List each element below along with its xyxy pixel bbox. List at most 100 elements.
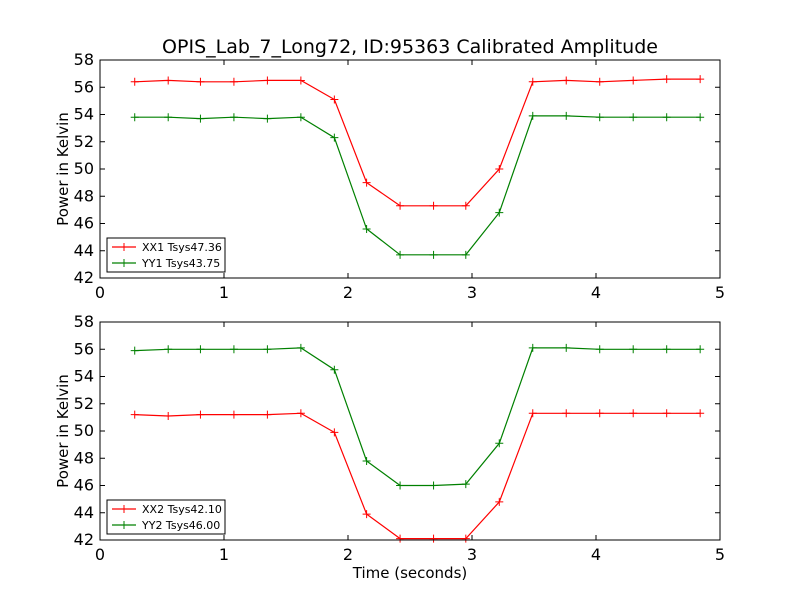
y-tick-label: 58	[74, 312, 94, 331]
x-tick-label: 2	[343, 283, 353, 302]
data-point	[362, 510, 371, 519]
data-point	[196, 77, 205, 86]
data-point	[461, 534, 470, 543]
data-point	[164, 76, 173, 85]
chart-title: OPIS_Lab_7_Long72, ID:95363 Calibrated A…	[162, 36, 658, 58]
data-point	[562, 343, 571, 352]
legend-box	[106, 499, 226, 535]
data-point	[495, 165, 504, 173]
data-point	[164, 412, 173, 421]
data-point	[362, 224, 371, 233]
data-point	[562, 111, 571, 120]
data-point	[130, 113, 139, 122]
data-point	[130, 77, 139, 86]
legend-label: XX1 Tsys47.36	[142, 241, 222, 254]
legend-label: YY1 Tsys43.75	[141, 257, 220, 270]
legend-swatch-marker	[120, 521, 128, 529]
legend-label: XX2 Tsys42.10	[142, 503, 222, 516]
y-tick-label: 44	[74, 241, 94, 260]
legend-box	[106, 237, 226, 273]
y-tick-label: 50	[74, 421, 94, 440]
data-point	[330, 95, 339, 104]
data-point	[296, 343, 305, 352]
data-point	[196, 345, 205, 354]
x-tick-label: 3	[467, 545, 477, 564]
data-point	[696, 345, 705, 354]
data-point	[662, 75, 671, 84]
y-tick-label: 46	[74, 214, 94, 233]
x-tick-label: 5	[715, 283, 725, 302]
y-tick-label: 48	[74, 186, 94, 205]
data-point	[495, 497, 504, 506]
data-point	[495, 208, 504, 217]
data-point	[562, 409, 571, 418]
data-point	[229, 345, 238, 354]
x-tick-label: 4	[591, 545, 601, 564]
x-axis-label: Time (seconds)	[352, 564, 468, 582]
data-point	[662, 409, 671, 418]
x-tick-label: 3	[467, 283, 477, 302]
legend-swatch-marker	[120, 243, 128, 251]
data-point	[396, 201, 405, 210]
data-point	[629, 76, 638, 85]
x-tick-label: 1	[219, 283, 229, 302]
y-tick-label: 56	[74, 339, 94, 358]
chart-panel-1: 0 1 2 3 4 5 42 44 46 48 50 52 54 56 58 Power in Kelvin X…	[54, 50, 725, 302]
data-point	[629, 113, 638, 122]
series-line-1	[134, 412, 701, 540]
data-point	[229, 410, 238, 419]
legend: XX2 Tsys42.10 YY2 Tsys46.00	[106, 499, 226, 535]
x-tick-label: 1	[219, 545, 229, 564]
data-point	[429, 481, 438, 490]
data-point	[330, 133, 339, 142]
y-tick-label: 48	[74, 448, 94, 467]
data-point	[595, 77, 604, 86]
data-point	[130, 346, 139, 355]
y-tick-label: 50	[74, 159, 94, 178]
data-point	[629, 409, 638, 418]
y-tick-label: 42	[74, 268, 94, 287]
y-tick-label: 56	[74, 77, 94, 96]
series-line-2	[134, 115, 701, 256]
y-tick-label: 52	[74, 394, 94, 413]
data-point	[362, 456, 371, 465]
y-axis-label: Power in Kelvin	[54, 112, 72, 226]
y-tick-label: 52	[74, 132, 94, 151]
data-point	[263, 114, 272, 123]
data-point	[562, 76, 571, 85]
data-point	[429, 534, 438, 543]
y-tick-label: 42	[74, 530, 94, 549]
data-point	[263, 76, 272, 85]
legend-swatch-marker	[120, 259, 128, 267]
y-tick-label: 54	[74, 105, 94, 124]
data-point	[296, 409, 305, 418]
data-point	[662, 345, 671, 354]
data-point	[164, 345, 173, 354]
data-point	[263, 410, 272, 419]
x-tick-label: 5	[715, 545, 725, 564]
data-point	[229, 77, 238, 86]
data-point	[696, 75, 705, 84]
chart-panel-2: 0 1 2 3 4 5 42 44 46 48 50 52 54 56 58 Power in Kelvin T…	[54, 312, 725, 582]
x-tick-label: 2	[343, 545, 353, 564]
data-point	[229, 113, 238, 122]
data-point	[396, 481, 405, 490]
y-tick-label: 46	[74, 476, 94, 495]
data-point	[296, 76, 305, 85]
data-point	[461, 480, 470, 489]
legend-swatch-marker	[120, 505, 128, 513]
data-point	[130, 410, 139, 419]
data-point	[595, 113, 604, 122]
data-point	[396, 250, 405, 259]
data-point	[662, 113, 671, 122]
data-point	[595, 409, 604, 418]
data-point	[696, 113, 705, 122]
data-point	[196, 410, 205, 419]
y-tick-label: 58	[74, 50, 94, 69]
y-tick-label: 54	[74, 367, 94, 386]
data-point	[196, 114, 205, 123]
y-axis-label: Power in Kelvin	[54, 374, 72, 488]
y-tick-label: 44	[74, 503, 94, 522]
data-point	[495, 439, 504, 448]
